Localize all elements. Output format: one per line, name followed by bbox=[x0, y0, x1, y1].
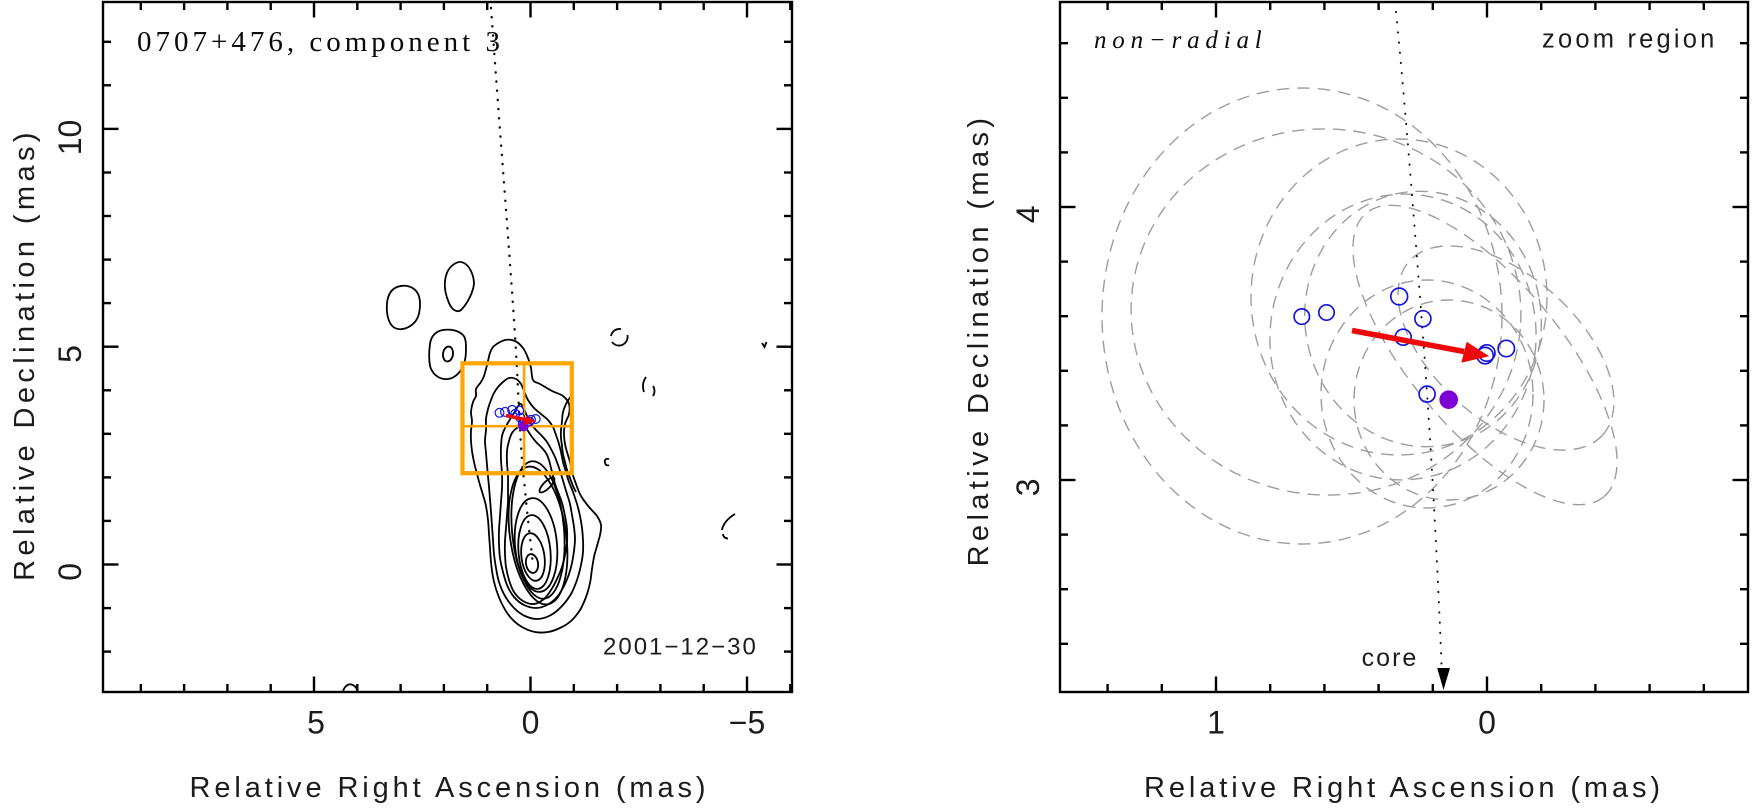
svg-text:Relative Right Ascension (mas): Relative Right Ascension (mas) bbox=[1144, 772, 1664, 804]
svg-text:4: 4 bbox=[1010, 205, 1046, 223]
svg-text:0: 0 bbox=[522, 705, 540, 741]
svg-text:0707+476, component 3: 0707+476, component 3 bbox=[137, 26, 504, 58]
svg-text:Relative Right Ascension (mas): Relative Right Ascension (mas) bbox=[190, 772, 710, 804]
svg-text:0: 0 bbox=[52, 563, 88, 581]
svg-text:Relative Declination (mas): Relative Declination (mas) bbox=[9, 128, 41, 581]
svg-text:0: 0 bbox=[1478, 705, 1496, 741]
svg-text:5: 5 bbox=[52, 345, 88, 363]
svg-text:zoom region: zoom region bbox=[1542, 26, 1718, 54]
svg-text:3: 3 bbox=[1010, 478, 1046, 496]
svg-text:Relative Declination (mas): Relative Declination (mas) bbox=[963, 114, 995, 567]
svg-text:5: 5 bbox=[307, 705, 325, 741]
svg-text:1: 1 bbox=[1207, 705, 1225, 741]
svg-text:10: 10 bbox=[52, 120, 88, 156]
svg-text:core: core bbox=[1362, 644, 1419, 672]
svg-text:non−radial: non−radial bbox=[1094, 27, 1268, 54]
svg-text:2001−12−30: 2001−12−30 bbox=[603, 634, 758, 661]
svg-text:−5: −5 bbox=[729, 705, 765, 741]
